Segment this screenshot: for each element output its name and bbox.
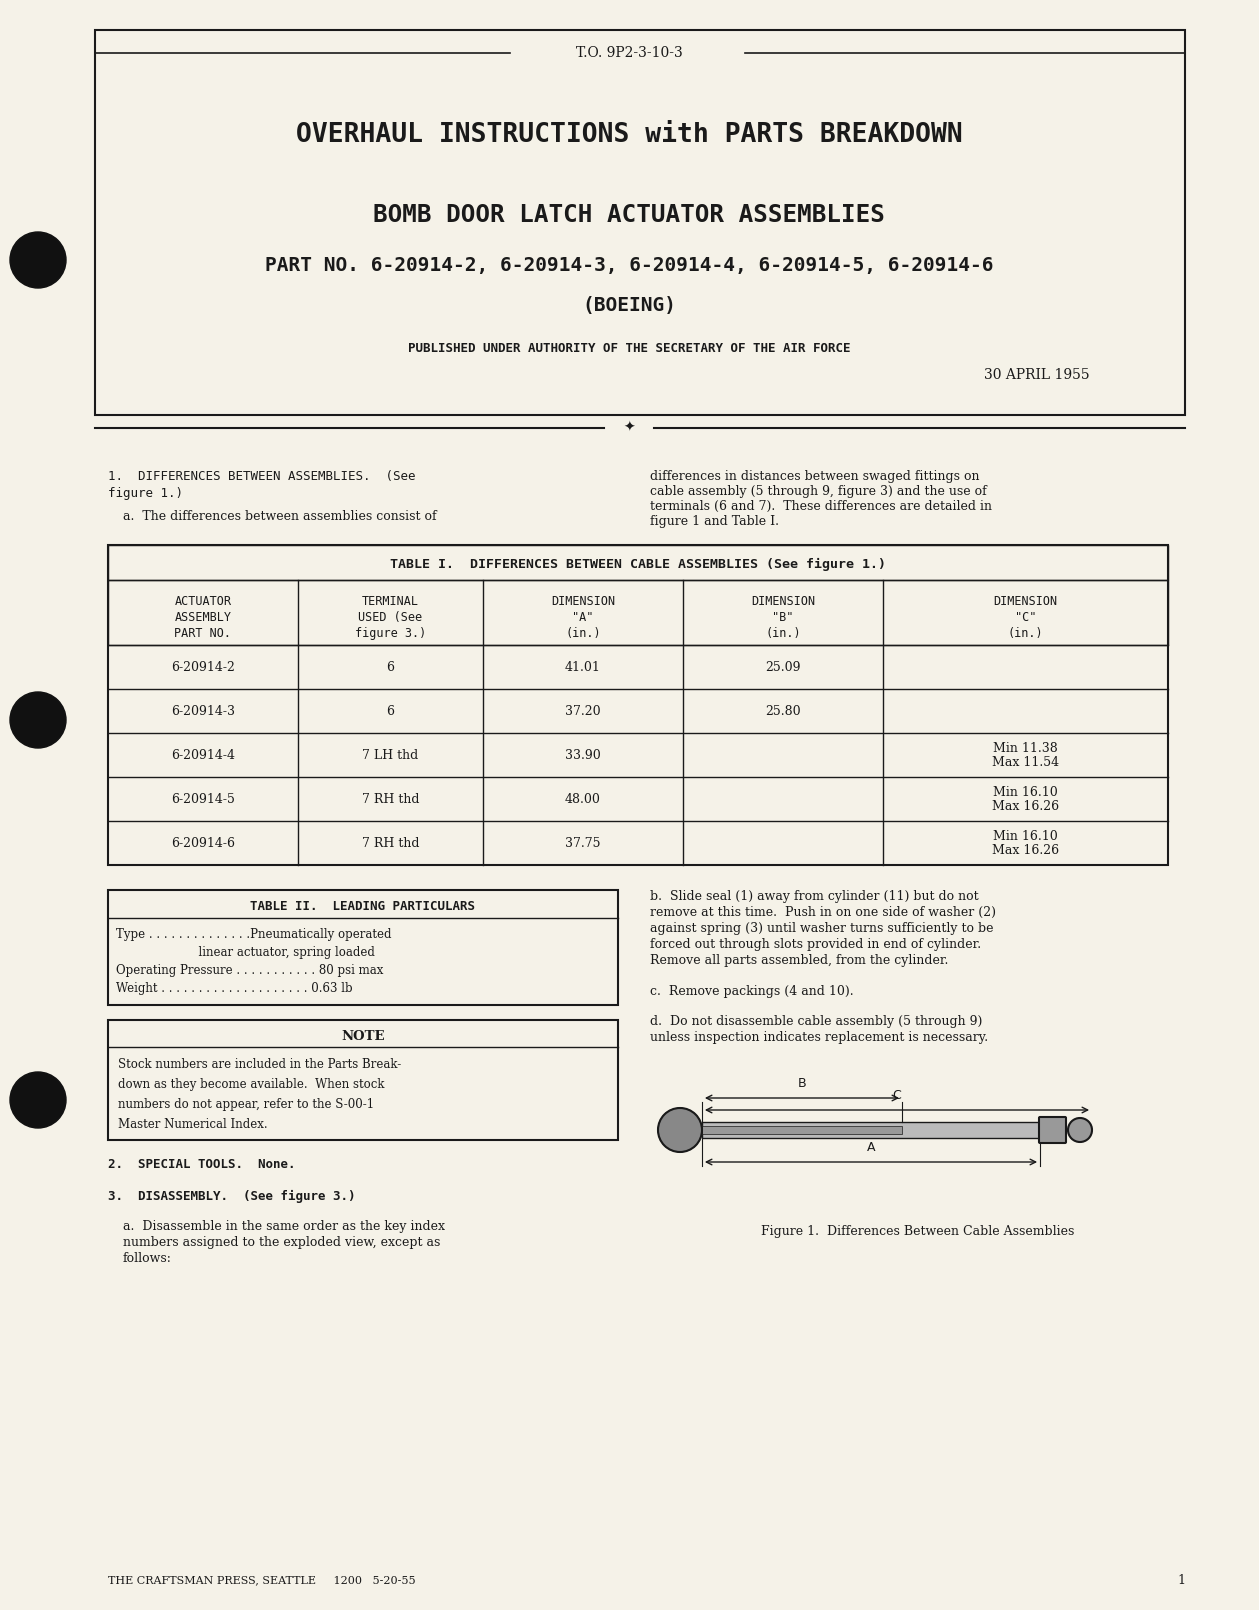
- Text: ✦: ✦: [623, 420, 635, 435]
- Text: 6: 6: [387, 660, 394, 673]
- Text: 6-20914-4: 6-20914-4: [171, 749, 235, 762]
- Text: forced out through slots provided in end of cylinder.: forced out through slots provided in end…: [650, 939, 981, 952]
- Text: 30 APRIL 1955: 30 APRIL 1955: [985, 369, 1090, 382]
- Text: Type . . . . . . . . . . . . . .Pneumatically operated: Type . . . . . . . . . . . . . .Pneumati…: [116, 927, 392, 940]
- Text: DIMENSION: DIMENSION: [551, 596, 616, 609]
- Text: Max 11.54: Max 11.54: [992, 755, 1059, 768]
- Text: BOMB DOOR LATCH ACTUATOR ASSEMBLIES: BOMB DOOR LATCH ACTUATOR ASSEMBLIES: [373, 203, 885, 227]
- Text: C: C: [893, 1088, 901, 1101]
- Text: 37.20: 37.20: [565, 705, 601, 718]
- Text: terminals (6 and 7).  These differences are detailed in: terminals (6 and 7). These differences a…: [650, 501, 992, 514]
- Circle shape: [658, 1108, 703, 1153]
- Text: Max 16.26: Max 16.26: [992, 844, 1059, 857]
- Text: follows:: follows:: [123, 1253, 172, 1265]
- Text: (in.): (in.): [565, 626, 601, 641]
- Text: THE CRAFTSMAN PRESS, SEATTLE     1200   5-20-55: THE CRAFTSMAN PRESS, SEATTLE 1200 5-20-5…: [108, 1575, 415, 1584]
- Text: against spring (3) until washer turns sufficiently to be: against spring (3) until washer turns su…: [650, 923, 993, 935]
- Text: A: A: [866, 1141, 875, 1154]
- Text: T.O. 9P2-3-10-3: T.O. 9P2-3-10-3: [575, 47, 682, 60]
- Text: a.  Disassemble in the same order as the key index: a. Disassemble in the same order as the …: [123, 1220, 444, 1233]
- Bar: [108, 890, 618, 1005]
- Text: 6-20914-5: 6-20914-5: [171, 792, 235, 805]
- Bar: [703, 1122, 1042, 1138]
- Bar: [94, 31, 1185, 415]
- Text: numbers assigned to the exploded view, except as: numbers assigned to the exploded view, e…: [123, 1236, 441, 1249]
- Text: 7 RH thd: 7 RH thd: [361, 837, 419, 850]
- Bar: [108, 546, 1168, 580]
- Text: Min 11.38: Min 11.38: [993, 742, 1058, 755]
- Text: ACTUATOR: ACTUATOR: [175, 596, 232, 609]
- Text: 48.00: 48.00: [565, 792, 601, 805]
- Text: differences in distances between swaged fittings on: differences in distances between swaged …: [650, 470, 980, 483]
- Text: cable assembly (5 through 9, figure 3) and the use of: cable assembly (5 through 9, figure 3) a…: [650, 485, 987, 497]
- Text: "A": "A": [573, 612, 594, 625]
- Text: PART NO.: PART NO.: [175, 626, 232, 641]
- Text: 25.09: 25.09: [765, 660, 801, 673]
- Text: OVERHAUL INSTRUCTIONS with PARTS BREAKDOWN: OVERHAUL INSTRUCTIONS with PARTS BREAKDO…: [296, 122, 962, 148]
- Circle shape: [1068, 1117, 1092, 1141]
- Text: numbers do not appear, refer to the S-00-1: numbers do not appear, refer to the S-00…: [118, 1098, 374, 1111]
- Bar: [703, 1125, 901, 1133]
- Text: Weight . . . . . . . . . . . . . . . . . . . . 0.63 lb: Weight . . . . . . . . . . . . . . . . .…: [116, 982, 353, 995]
- Text: Master Numerical Index.: Master Numerical Index.: [118, 1117, 268, 1130]
- Text: Remove all parts assembled, from the cylinder.: Remove all parts assembled, from the cyl…: [650, 955, 948, 968]
- Text: figure 1 and Table I.: figure 1 and Table I.: [650, 515, 779, 528]
- Bar: [108, 546, 1168, 865]
- Text: DIMENSION: DIMENSION: [750, 596, 815, 609]
- Text: 25.80: 25.80: [765, 705, 801, 718]
- Circle shape: [10, 692, 65, 749]
- Text: 2.  SPECIAL TOOLS.  None.: 2. SPECIAL TOOLS. None.: [108, 1158, 296, 1170]
- FancyBboxPatch shape: [1039, 1117, 1066, 1143]
- Text: 7 LH thd: 7 LH thd: [363, 749, 419, 762]
- Bar: [108, 1021, 618, 1140]
- Bar: [108, 580, 1168, 646]
- Text: 1: 1: [1177, 1573, 1185, 1586]
- Text: d.  Do not disassemble cable assembly (5 through 9): d. Do not disassemble cable assembly (5 …: [650, 1014, 982, 1029]
- Text: USED (See: USED (See: [359, 612, 423, 625]
- Text: TABLE I.  DIFFERENCES BETWEEN CABLE ASSEMBLIES (See figure 1.): TABLE I. DIFFERENCES BETWEEN CABLE ASSEM…: [390, 559, 886, 572]
- Text: Stock numbers are included in the Parts Break-: Stock numbers are included in the Parts …: [118, 1058, 402, 1071]
- Circle shape: [10, 232, 65, 288]
- Text: unless inspection indicates replacement is necessary.: unless inspection indicates replacement …: [650, 1030, 988, 1043]
- Circle shape: [10, 1072, 65, 1129]
- Text: 7 RH thd: 7 RH thd: [361, 792, 419, 805]
- Text: PUBLISHED UNDER AUTHORITY OF THE SECRETARY OF THE AIR FORCE: PUBLISHED UNDER AUTHORITY OF THE SECRETA…: [408, 341, 850, 354]
- Text: (BOEING): (BOEING): [582, 296, 676, 314]
- Text: TERMINAL: TERMINAL: [363, 596, 419, 609]
- Text: 33.90: 33.90: [565, 749, 601, 762]
- Text: 6: 6: [387, 705, 394, 718]
- Text: down as they become available.  When stock: down as they become available. When stoc…: [118, 1079, 384, 1092]
- Text: TABLE II.  LEADING PARTICULARS: TABLE II. LEADING PARTICULARS: [251, 900, 476, 913]
- Text: c.  Remove packings (4 and 10).: c. Remove packings (4 and 10).: [650, 985, 854, 998]
- Text: Min 16.10: Min 16.10: [993, 829, 1058, 842]
- Text: figure 3.): figure 3.): [355, 626, 426, 641]
- Text: Figure 1.  Differences Between Cable Assemblies: Figure 1. Differences Between Cable Asse…: [760, 1225, 1074, 1238]
- Text: PART NO. 6-20914-2, 6-20914-3, 6-20914-4, 6-20914-5, 6-20914-6: PART NO. 6-20914-2, 6-20914-3, 6-20914-4…: [264, 256, 993, 274]
- Text: remove at this time.  Push in on one side of washer (2): remove at this time. Push in on one side…: [650, 906, 996, 919]
- Text: 3.  DISASSEMBLY.  (See figure 3.): 3. DISASSEMBLY. (See figure 3.): [108, 1190, 355, 1203]
- Text: (in.): (in.): [765, 626, 801, 641]
- Text: figure 1.): figure 1.): [108, 486, 183, 501]
- Text: ASSEMBLY: ASSEMBLY: [175, 612, 232, 625]
- Text: 37.75: 37.75: [565, 837, 601, 850]
- Text: "C": "C": [1015, 612, 1036, 625]
- Text: "B": "B": [772, 612, 793, 625]
- Text: 6-20914-6: 6-20914-6: [171, 837, 235, 850]
- Text: linear actuator, spring loaded: linear actuator, spring loaded: [116, 947, 375, 960]
- Text: (in.): (in.): [1007, 626, 1044, 641]
- Text: Operating Pressure . . . . . . . . . . . 80 psi max: Operating Pressure . . . . . . . . . . .…: [116, 964, 384, 977]
- Text: Min 16.10: Min 16.10: [993, 786, 1058, 799]
- Text: DIMENSION: DIMENSION: [993, 596, 1058, 609]
- Text: 41.01: 41.01: [565, 660, 601, 673]
- Text: B: B: [798, 1077, 806, 1090]
- Text: NOTE: NOTE: [341, 1029, 385, 1043]
- Text: 6-20914-3: 6-20914-3: [171, 705, 235, 718]
- Text: b.  Slide seal (1) away from cylinder (11) but do not: b. Slide seal (1) away from cylinder (11…: [650, 890, 978, 903]
- Text: Max 16.26: Max 16.26: [992, 800, 1059, 813]
- Text: a.  The differences between assemblies consist of: a. The differences between assemblies co…: [123, 510, 437, 523]
- Text: 1.  DIFFERENCES BETWEEN ASSEMBLIES.  (See: 1. DIFFERENCES BETWEEN ASSEMBLIES. (See: [108, 470, 415, 483]
- Text: 6-20914-2: 6-20914-2: [171, 660, 235, 673]
